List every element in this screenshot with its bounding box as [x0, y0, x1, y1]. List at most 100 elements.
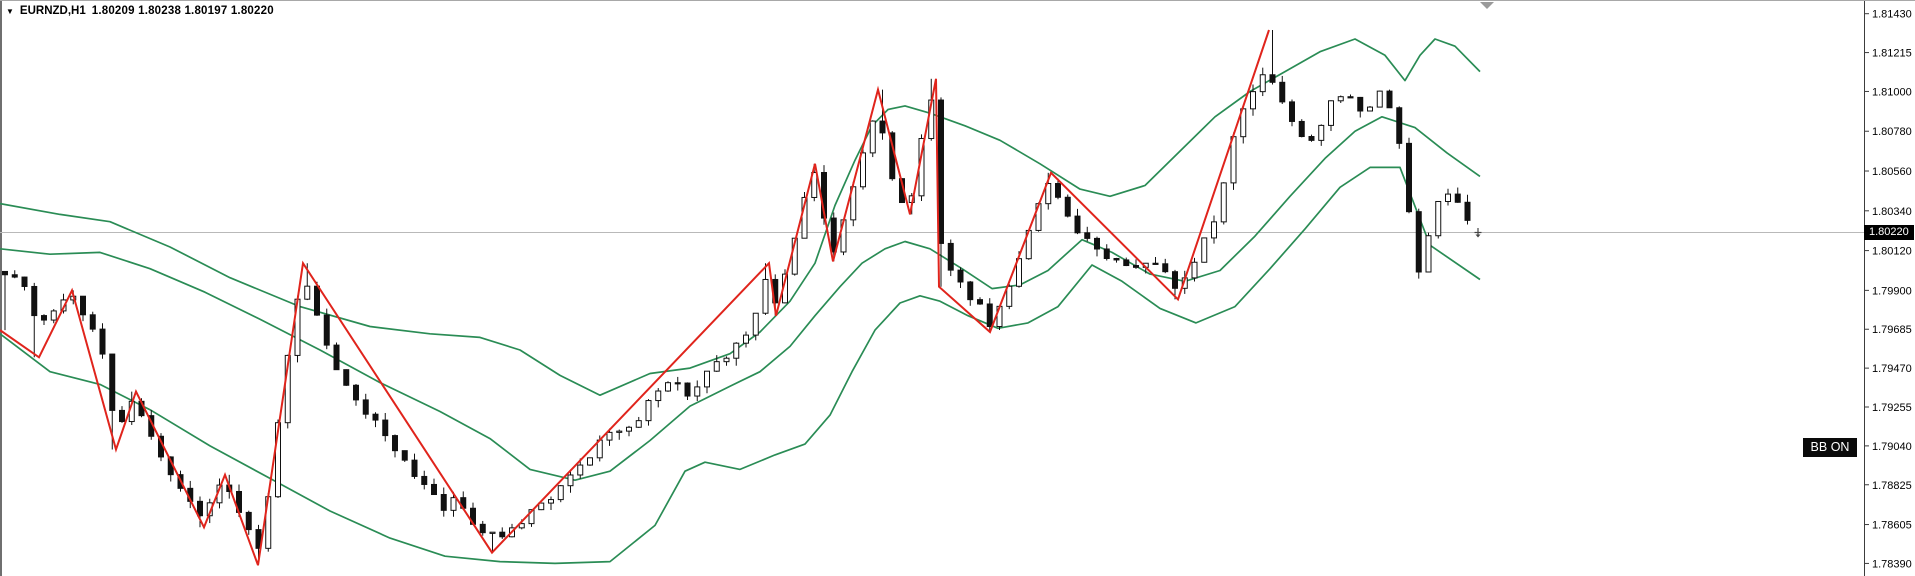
- candlestick-layer: [2, 29, 1471, 566]
- candle: [1064, 194, 1071, 218]
- bear-candle-body: [674, 382, 681, 385]
- candle: [704, 370, 710, 394]
- bear-candle-body: [333, 344, 340, 371]
- candle: [382, 412, 389, 442]
- candle: [1055, 178, 1061, 200]
- candle: [1250, 84, 1256, 116]
- candle: [1445, 188, 1451, 206]
- bear-candle-body: [1064, 196, 1071, 217]
- candle: [1152, 256, 1159, 265]
- candle: [1259, 67, 1266, 97]
- bear-candle-body: [353, 384, 359, 401]
- axis-label: 1.79255: [1872, 402, 1912, 414]
- bull-candle-body: [723, 357, 730, 363]
- bull-candle-body: [548, 499, 554, 504]
- bull-candle-body: [1201, 237, 1208, 263]
- candle: [1133, 259, 1139, 269]
- bear-candle-body: [31, 285, 38, 317]
- price-axis[interactable]: 1.81430 1.81215 1.81000 1.80780 1.80560 1.803…: [1864, 1, 1912, 576]
- bull-candle-body: [1211, 221, 1217, 239]
- candle: [1415, 208, 1422, 279]
- bear-candle-body: [986, 303, 993, 328]
- bull-candle-body: [1220, 182, 1227, 223]
- chart-markers: [1474, 228, 1482, 238]
- candle: [1103, 244, 1110, 261]
- bull-candle-body: [1337, 96, 1344, 102]
- candle: [567, 469, 574, 493]
- candle: [489, 531, 496, 553]
- bull-candle-body: [869, 120, 876, 154]
- candle: [1006, 284, 1013, 310]
- candle: [1454, 187, 1461, 203]
- candle: [684, 382, 691, 400]
- candle: [372, 412, 379, 428]
- bear-candle-body: [1123, 259, 1130, 267]
- chart-title: ▼ EURNZD,H1 1.80209 1.80238 1.80197 1.8022…: [6, 5, 274, 17]
- bear-candle-body: [411, 459, 418, 477]
- candle: [1376, 90, 1383, 108]
- bollinger-middle-band: [0, 115, 1481, 482]
- candle: [353, 383, 359, 406]
- current-price-badge: 1.80220: [1864, 225, 1914, 240]
- candle: [392, 434, 398, 458]
- candle: [1318, 124, 1325, 146]
- candle: [1113, 257, 1120, 263]
- candle: [869, 120, 876, 158]
- candle: [665, 381, 671, 392]
- bull-candle-body: [655, 390, 662, 402]
- bear-candle-body: [977, 299, 983, 305]
- bull-candle-body: [1367, 106, 1373, 112]
- candle: [245, 510, 252, 535]
- bear-candle-body: [967, 281, 974, 301]
- bear-candle-body: [947, 242, 954, 271]
- candle: [616, 429, 623, 440]
- bull-candle-body: [616, 430, 623, 433]
- chart-shift-marker-icon[interactable]: [1480, 2, 1494, 9]
- bull-candle-body: [450, 497, 457, 511]
- bear-candle-body: [1357, 96, 1364, 112]
- candle: [1337, 95, 1344, 103]
- candle: [947, 239, 954, 277]
- bull-candle-body: [557, 485, 564, 501]
- candle: [31, 282, 38, 358]
- bull-candle-body: [275, 422, 281, 498]
- bull-candle-body: [626, 426, 632, 432]
- candle: [11, 270, 18, 279]
- candle: [411, 453, 418, 479]
- bear-candle-body: [1406, 142, 1412, 213]
- bear-candle-body: [41, 315, 47, 321]
- bear-candle-body: [1055, 183, 1061, 198]
- bull-candle-body: [860, 152, 866, 188]
- bull-candle-body: [304, 285, 311, 300]
- bollinger-bands-layer: [0, 38, 1481, 565]
- symbol-dropdown-icon[interactable]: ▼: [6, 6, 14, 16]
- candle: [99, 323, 106, 359]
- axis-label: 1.79685: [1872, 324, 1912, 336]
- bull-candle-body: [1250, 91, 1256, 110]
- bear-candle-body: [401, 450, 408, 461]
- candle: [333, 342, 340, 371]
- bear-candle-body: [879, 120, 886, 134]
- bear-candle-body: [1454, 193, 1461, 203]
- candle: [1279, 75, 1286, 104]
- bull-candle-body: [1445, 193, 1451, 202]
- bull-candle-body: [1006, 285, 1013, 307]
- bull-candle-body: [1318, 124, 1325, 141]
- candle: [587, 457, 593, 466]
- axis-label: 1.80560: [1872, 166, 1912, 178]
- candle: [879, 89, 886, 140]
- bear-candle-body: [1396, 107, 1403, 144]
- bear-candle-body: [119, 409, 125, 423]
- bb-toggle-button[interactable]: BB ON: [1803, 438, 1857, 457]
- bear-candle-body: [1152, 262, 1159, 265]
- candle: [197, 496, 203, 528]
- bollinger-upper-band: [0, 38, 1481, 397]
- bear-candle-body: [1103, 248, 1110, 259]
- last-price-pointer-icon: [1475, 234, 1481, 238]
- candle: [41, 314, 47, 325]
- bull-candle-body: [733, 342, 740, 359]
- bull-candle-body: [1230, 136, 1237, 184]
- candle: [635, 416, 642, 428]
- bear-candle-body: [1279, 81, 1286, 103]
